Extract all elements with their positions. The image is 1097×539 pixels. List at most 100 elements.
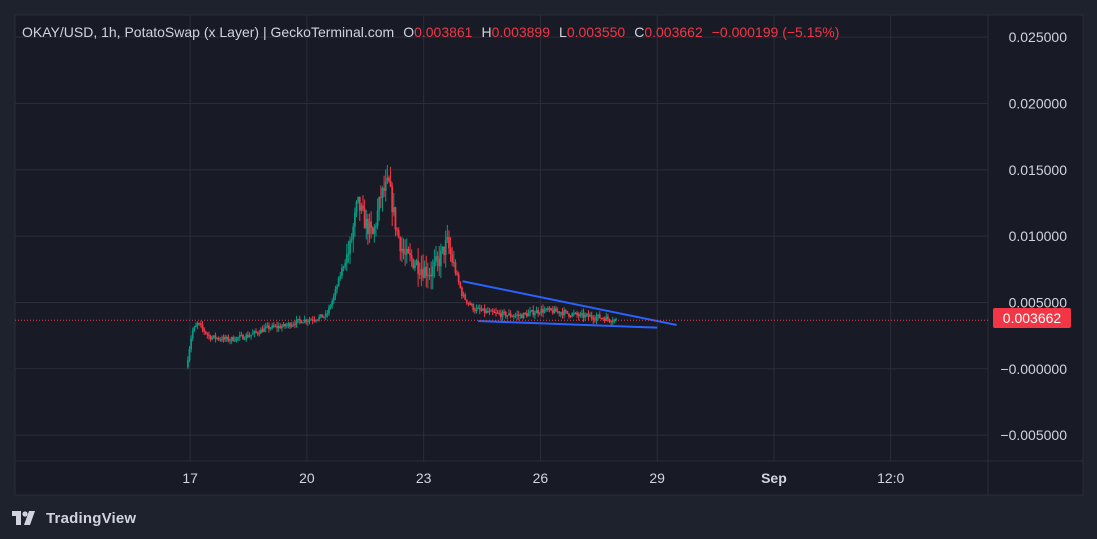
candle-body: [240, 334, 243, 336]
candle-body: [469, 303, 471, 305]
y-tick-label: −0.005000: [1000, 427, 1067, 443]
candle-body: [272, 325, 275, 327]
symbol-title[interactable]: OKAY/USD, 1h, PotatoSwap (x Layer) | Gec…: [22, 24, 395, 40]
candle-body: [474, 310, 476, 312]
candle-body: [198, 323, 201, 325]
x-tick-label: Sep: [761, 470, 787, 486]
candle-body: [512, 316, 515, 318]
candle-body: [259, 329, 262, 334]
candle-body: [597, 314, 600, 317]
candle-body: [545, 308, 548, 311]
y-tick-label: 0.010000: [1009, 228, 1068, 244]
candle-body: [235, 337, 238, 341]
candle-body: [490, 310, 493, 312]
candle-body: [428, 274, 431, 276]
candle-body: [470, 304, 473, 306]
candle-body: [319, 314, 322, 317]
candle-body: [358, 196, 361, 211]
candle-body: [238, 335, 241, 338]
candle-body: [485, 310, 488, 313]
y-tick-label: 0.015000: [1009, 162, 1068, 178]
candle-body: [477, 307, 480, 309]
candle-body: [316, 319, 319, 321]
candle-body: [486, 310, 489, 313]
candle-body: [438, 258, 441, 267]
falling-wedge-trendlines[interactable]: [462, 280, 677, 329]
wedge-upper-trendline: [462, 280, 677, 327]
y-tick-label: 0.020000: [1009, 95, 1068, 111]
candle-body: [522, 312, 525, 319]
candle-body: [571, 313, 574, 317]
candle-body: [555, 308, 557, 312]
candle-body: [409, 252, 411, 256]
candle-body: [289, 323, 291, 327]
candle-body: [534, 313, 536, 316]
candle-body: [598, 314, 601, 319]
candle-body: [530, 310, 533, 312]
candle-body: [290, 325, 293, 327]
candle-body: [266, 325, 269, 327]
candle-body: [321, 314, 324, 318]
candle-body: [331, 300, 334, 306]
candle-body: [371, 227, 374, 234]
candle-body: [352, 226, 355, 240]
candle-body: [464, 294, 467, 300]
candle-body: [423, 266, 426, 278]
candle-body: [472, 304, 475, 311]
plot-area[interactable]: [14, 14, 1084, 496]
candle-body: [253, 331, 256, 334]
candle-body: [615, 318, 617, 320]
x-tick-label: 26: [533, 470, 549, 486]
tradingview-brand[interactable]: TradingView: [12, 507, 136, 529]
candle-body: [375, 225, 377, 228]
candle-body: [378, 197, 381, 211]
candle-body: [310, 319, 313, 321]
candle-body: [430, 274, 433, 277]
candle-body: [208, 334, 210, 336]
candle-body: [349, 240, 351, 254]
candle-body: [448, 237, 450, 249]
candle-body: [415, 260, 418, 265]
candle-body: [227, 336, 230, 341]
x-tick-label: 29: [649, 470, 665, 486]
candle-body: [498, 312, 501, 314]
candle-body: [373, 227, 376, 234]
candle-body: [572, 313, 575, 315]
candle-body: [355, 201, 358, 213]
candle-body: [569, 316, 572, 318]
candle-body: [444, 239, 447, 255]
ohlc-legend: OKAY/USD, 1h, PotatoSwap (x Layer) | Gec…: [22, 24, 839, 42]
candle-body: [611, 321, 614, 323]
candle-body: [418, 273, 421, 275]
candle-body: [577, 314, 580, 317]
candle-body: [519, 314, 522, 316]
candle-body: [493, 312, 496, 314]
open-value: 0.003861: [414, 24, 473, 40]
time-axis[interactable]: 17 20 23 26 29 Sep 12:0: [182, 470, 904, 486]
candle-body: [365, 218, 368, 229]
candle-body: [456, 272, 458, 275]
candle-body: [293, 324, 296, 326]
candle-body: [467, 302, 470, 304]
candle-body: [324, 313, 327, 317]
candle-body: [334, 289, 337, 296]
close-value: 0.003662: [644, 24, 703, 40]
candle-body: [250, 334, 253, 336]
candle-body: [384, 181, 387, 191]
candle-body: [561, 312, 564, 316]
candle-body: [603, 318, 606, 322]
candle-body: [511, 316, 514, 318]
candle-body: [366, 218, 369, 235]
candle-body: [488, 311, 491, 313]
candle-body: [221, 339, 223, 341]
candle-body: [281, 326, 283, 329]
candle-body: [514, 315, 517, 317]
candle-body: [462, 294, 465, 296]
candle-body: [559, 312, 562, 314]
candle-body: [268, 325, 270, 329]
candle-body: [193, 326, 196, 331]
price-axis[interactable]: 0.025000 0.020000 0.015000 0.010000 0.005000…: [1000, 29, 1067, 443]
candle-body: [465, 299, 468, 303]
